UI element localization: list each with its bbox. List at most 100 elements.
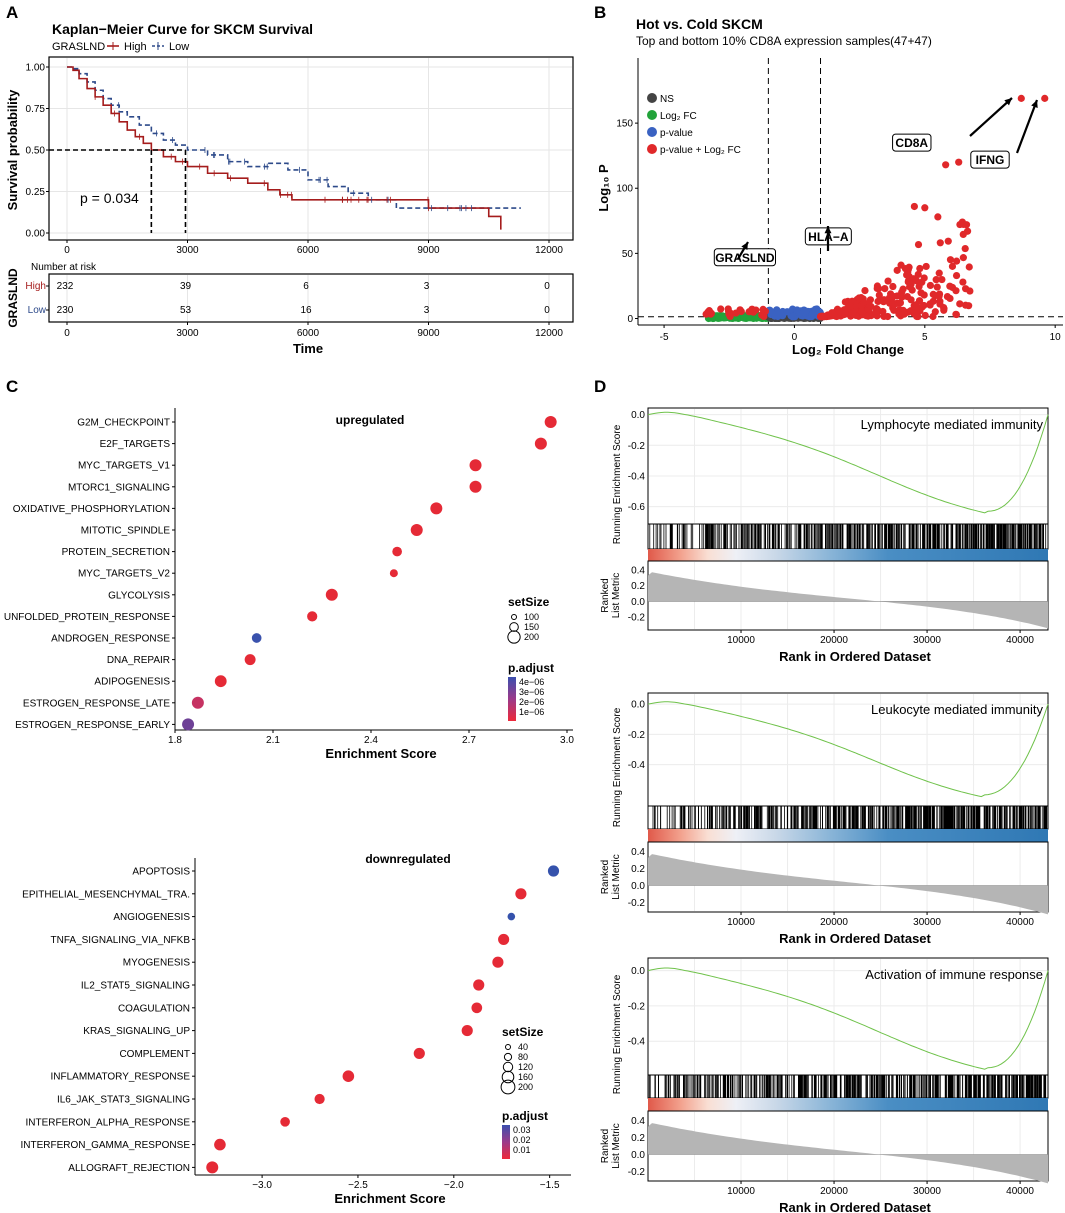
km-risk-xtick-label: 0	[64, 328, 70, 339]
gsea-up-dot	[325, 588, 338, 601]
gsea-up-title: upregulated	[336, 413, 405, 427]
volcano-ylabel: Log₁₀ P	[596, 164, 611, 212]
volcano-point	[908, 286, 916, 294]
km-ytick-label: 0.50	[26, 146, 46, 157]
gsea-up-xtick-label: 1.8	[168, 735, 182, 746]
gsea-lymphocyte-metric-ytick-label: 0.4	[631, 565, 645, 576]
gsea-down-legend-colorbar	[502, 1125, 510, 1159]
gsea-activation-xtick-label: 30000	[913, 1186, 941, 1197]
gsea-down-legend-color-label: 0.03	[513, 1125, 531, 1135]
gsea-down-legend-color-label: 0.01	[513, 1145, 531, 1155]
volcano-annotation-label: IFNG	[976, 153, 1005, 167]
km-risk-value: 3	[424, 305, 430, 316]
km-risk-value: 230	[57, 305, 74, 316]
panel-label-c: C	[6, 377, 18, 396]
gsea-activation-xtick-label: 40000	[1006, 1186, 1034, 1197]
gsea-leukocyte-ytick-label: -0.4	[628, 760, 646, 771]
gsea-down-dot	[492, 956, 504, 968]
gsea-down-xlabel: Enrichment Score	[334, 1191, 445, 1206]
volcano-point	[929, 297, 937, 305]
volcano-point	[914, 240, 923, 249]
gsea-activation-ytick-label: -0.4	[628, 1037, 646, 1048]
gsea-up-dot	[392, 546, 402, 557]
volcano-point	[915, 297, 924, 305]
gsea-up-dot	[191, 696, 204, 709]
km-risk-value: 53	[180, 305, 192, 316]
gsea-lymphocyte-ytick-label: 0.0	[631, 410, 645, 421]
km-plot-frame	[48, 56, 574, 241]
volcano-legend-dot	[647, 144, 657, 154]
gsea-activation-ylabel: Running Enrichment Score	[612, 974, 623, 1094]
km-legend-label-low: Low	[169, 41, 189, 53]
gsea-down-category-label: INFLAMMATORY_RESPONSE	[51, 1072, 191, 1083]
volcano-point-highlight	[921, 204, 929, 212]
gsea-leukocyte-ytick-label: 0.0	[631, 700, 645, 711]
volcano-point	[793, 306, 801, 314]
volcano-point	[965, 302, 973, 310]
gsea-up-category-label: ESTROGEN_RESPONSE_EARLY	[15, 720, 170, 731]
gsea-down-legend-size-circle	[501, 1070, 515, 1084]
volcano-point	[889, 282, 897, 291]
volcano-point	[948, 262, 957, 270]
gsea-down-dot	[498, 933, 510, 945]
gsea-down-xtick-label: −1.5	[540, 1180, 560, 1191]
gsea-lymphocyte-xtick-label: 30000	[913, 635, 941, 646]
gsea-up-legend-color-label: 4e−06	[519, 677, 544, 687]
km-ytick-label: 0.75	[26, 104, 46, 115]
volcano-point	[774, 311, 782, 319]
gsea-up-dot	[469, 480, 482, 493]
volcano-point	[897, 261, 905, 269]
gsea-down-dot	[507, 912, 516, 921]
volcano-point	[940, 303, 948, 312]
km-curve-low	[67, 66, 521, 209]
volcano-point	[898, 293, 906, 301]
volcano-point	[759, 305, 767, 313]
gsea-up-category-label: MITOTIC_SPINDLE	[81, 526, 171, 537]
volcano-point	[956, 300, 964, 308]
gsea-down-legend-size-label: 200	[518, 1082, 533, 1092]
gsea-up-category-label: UNFOLDED_PROTEIN_RESPONSE	[4, 612, 170, 623]
gsea-down-category-label: EPITHELIAL_MESENCHYMAL_TRA.	[22, 889, 190, 900]
gsea-down-category-label: IL6_JAK_STAT3_SIGNALING	[57, 1095, 190, 1106]
volcano-point	[879, 298, 888, 306]
km-title: Kaplan−Meier Curve for SKCM Survival	[52, 21, 313, 37]
gsea-up-dot	[410, 524, 423, 536]
gsea-lymphocyte-running-es-curve	[647, 411, 1049, 514]
gsea-activation-hit-path	[648, 1075, 1047, 1098]
km-risk-row-label-low: Low	[28, 305, 47, 316]
gsea-leukocyte-ylabel2: List Metric	[611, 854, 622, 900]
gsea-activation-ranked-metric-area	[648, 1123, 1048, 1184]
gsea-up-xtick-label: 2.7	[462, 735, 476, 746]
gsea-lymphocyte-xtick-label: 10000	[727, 635, 755, 646]
volcano-legend-dot	[647, 110, 657, 120]
gsea-lymphocyte-ylabel2: List Metric	[611, 573, 622, 619]
gsea-up-xtick-label: 3.0	[560, 735, 574, 746]
gsea-down-category-label: ANGIOGENESIS	[113, 912, 190, 923]
gsea-up-legend-color-label: 2e−06	[519, 697, 544, 707]
volcano-point	[820, 312, 828, 321]
volcano-point	[933, 283, 941, 291]
gsea-down-legend-size-circle	[503, 1052, 513, 1062]
km-risk-value: 0	[544, 305, 550, 316]
volcano-point	[907, 296, 915, 304]
gsea-up-legend-size-circle	[509, 622, 519, 632]
km-xtick-label: 6000	[297, 245, 320, 256]
gsea-up-dot	[182, 718, 195, 731]
volcano-point-highlight	[934, 213, 942, 221]
gsea-down-xtick-label: −3.0	[252, 1180, 272, 1191]
volcano-point	[961, 285, 970, 293]
km-xlabel: Time	[293, 341, 323, 356]
volcano-xtick-label: 0	[792, 332, 798, 343]
km-xtick-label: 3000	[176, 245, 199, 256]
volcano-point	[873, 284, 881, 293]
gsea-leukocyte-metric-ytick-label: 0.4	[631, 847, 645, 858]
volcano-point	[841, 298, 849, 306]
gsea-down-legend-color-title: p.adjust	[502, 1109, 548, 1123]
volcano-point	[890, 306, 898, 314]
gsea-up-category-label: ANDROGEN_RESPONSE	[51, 634, 170, 645]
volcano-point	[907, 280, 915, 288]
gsea-up-dot	[307, 611, 318, 622]
km-ytick-label: 1.00	[26, 63, 46, 74]
volcano-point	[946, 294, 954, 303]
volcano-point	[914, 306, 922, 314]
